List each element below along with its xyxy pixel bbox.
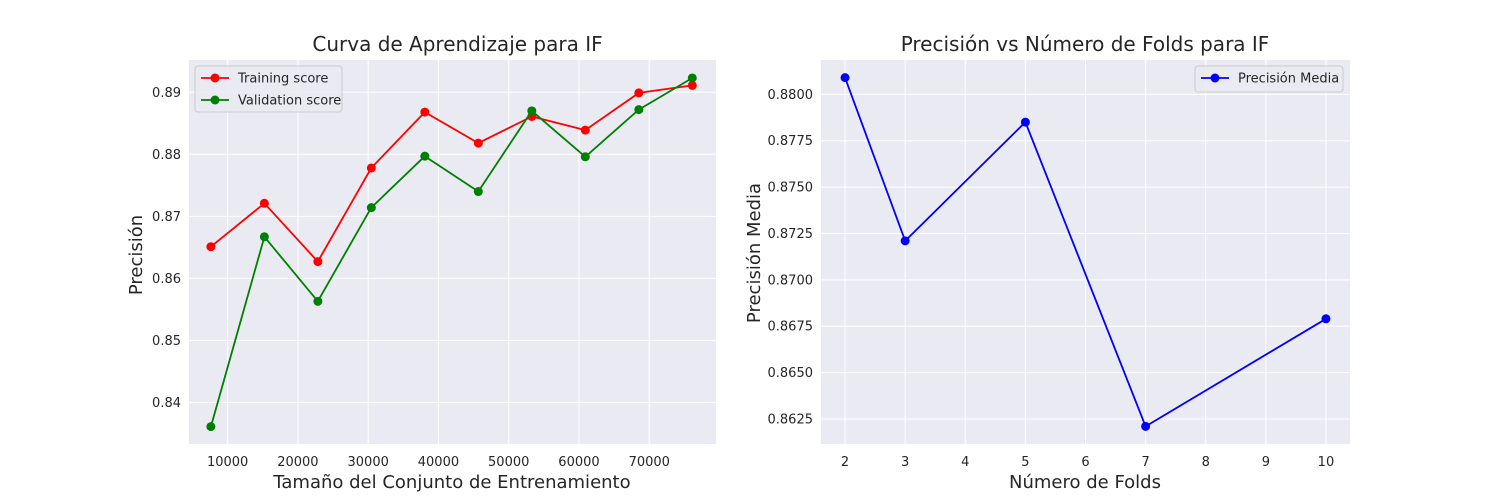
y-axis-label: Precisión bbox=[126, 215, 147, 295]
data-point bbox=[313, 296, 323, 306]
plot-area-learning-curve: 10000 20000 30000 40000 50000 60000 70000 0.84 0… bbox=[152, 60, 716, 470]
y-tick-label: 0.86 bbox=[152, 272, 181, 287]
x-tick-label: 4 bbox=[961, 455, 969, 470]
legend-frame bbox=[1194, 65, 1344, 93]
legend-frame bbox=[194, 65, 343, 113]
y-tick-label: 0.8675 bbox=[768, 320, 814, 335]
y-tick-label: 0.89 bbox=[152, 86, 181, 101]
data-point bbox=[900, 236, 910, 246]
chart-title: Precisión vs Número de Folds para IF bbox=[901, 32, 1270, 56]
x-tick-label: 3 bbox=[901, 455, 909, 470]
series-line bbox=[210, 77, 693, 427]
data-point bbox=[634, 105, 644, 115]
x-tick-label: 30000 bbox=[348, 455, 389, 470]
data-point bbox=[473, 187, 483, 197]
x-tick-label: 8 bbox=[1202, 455, 1210, 470]
x-tick-label: 20000 bbox=[277, 455, 318, 470]
data-point bbox=[206, 422, 216, 432]
x-axis-label: Número de Folds bbox=[1009, 472, 1161, 493]
data-point bbox=[420, 107, 430, 117]
x-axis-label: Tamaño del Conjunto de Entrenamiento bbox=[272, 472, 630, 493]
x-tick-label: 50000 bbox=[488, 455, 529, 470]
data-point bbox=[527, 106, 537, 116]
series-line bbox=[210, 84, 693, 263]
data-point bbox=[366, 203, 376, 213]
data-point bbox=[366, 163, 376, 173]
data-point bbox=[580, 152, 590, 162]
data-point bbox=[840, 73, 850, 83]
y-tick-label: 0.8775 bbox=[768, 134, 814, 149]
learning-curve-chart: Curva de Aprendizaje para IF Tamaño del … bbox=[126, 32, 716, 493]
y-tick-label: 0.84 bbox=[152, 396, 181, 411]
y-tick-label: 0.85 bbox=[152, 334, 181, 349]
x-tick-label: 6 bbox=[1081, 455, 1089, 470]
plot-area-folds: 2 3 4 5 6 7 8 9 10 0.8625 0.8650 0.8675 0.8700 0.8725… bbox=[768, 60, 1350, 470]
y-tick-label: 0.87 bbox=[152, 210, 181, 225]
legend-marker bbox=[210, 73, 220, 83]
data-point bbox=[634, 88, 644, 98]
data-point bbox=[420, 151, 430, 161]
data-point bbox=[473, 138, 483, 148]
legend: Precisión Media bbox=[1194, 65, 1344, 93]
x-tick-label: 10 bbox=[1318, 455, 1335, 470]
data-point bbox=[1141, 421, 1151, 431]
y-tick-label: 0.88 bbox=[152, 148, 181, 163]
data-point bbox=[687, 73, 697, 83]
x-tick-label: 9 bbox=[1262, 455, 1270, 470]
y-tick-label: 0.8625 bbox=[768, 412, 814, 427]
y-tick-label: 0.8725 bbox=[768, 227, 814, 242]
x-tick-label: 2 bbox=[841, 455, 849, 470]
x-tick-label: 60000 bbox=[558, 455, 599, 470]
x-tick-label: 70000 bbox=[629, 455, 670, 470]
y-tick-label: 0.8700 bbox=[768, 273, 814, 288]
data-point bbox=[687, 80, 697, 90]
y-tick-label: 0.8800 bbox=[768, 88, 814, 103]
data-point bbox=[1321, 314, 1331, 324]
y-tick-label: 0.8750 bbox=[768, 181, 814, 196]
data-point bbox=[313, 257, 323, 267]
x-tick-label: 40000 bbox=[418, 455, 459, 470]
x-tick-label: 5 bbox=[1021, 455, 1029, 470]
folds-chart: Precisión vs Número de Folds para IF Núm… bbox=[744, 32, 1350, 493]
data-point bbox=[259, 198, 269, 208]
legend-marker bbox=[210, 95, 220, 105]
y-axis-label: Precisión Media bbox=[744, 183, 765, 323]
legend-label: Training score bbox=[237, 72, 328, 87]
data-point bbox=[259, 232, 269, 242]
x-tick-label: 7 bbox=[1141, 455, 1149, 470]
legend-label: Precisión Media bbox=[1238, 72, 1339, 87]
legend-marker bbox=[1210, 73, 1220, 83]
data-point bbox=[206, 242, 216, 252]
data-point bbox=[580, 125, 590, 135]
data-point bbox=[1020, 117, 1030, 127]
legend: Training score Validation score bbox=[194, 65, 343, 113]
plot-background bbox=[189, 60, 716, 444]
legend-label: Validation score bbox=[238, 94, 341, 109]
y-tick-label: 0.8650 bbox=[768, 366, 814, 381]
x-tick-label: 10000 bbox=[207, 455, 248, 470]
chart-title: Curva de Aprendizaje para IF bbox=[312, 32, 602, 56]
